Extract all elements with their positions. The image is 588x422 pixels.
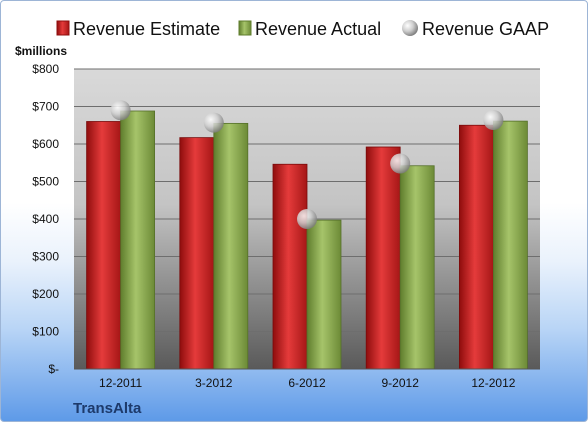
x-tick-label: 6-2012 (288, 376, 326, 390)
x-tick-label: 12-2011 (99, 376, 142, 390)
x-axis: 12-2011 3-2012 6-2012 9-2012 12-2012 (99, 376, 516, 390)
estimate-bar (365, 146, 401, 370)
actual-bar (213, 122, 249, 370)
gaap-marker (203, 112, 224, 133)
y-tick-label: $100 (32, 325, 59, 339)
legend-swatch-estimate (56, 20, 70, 36)
estimate-bar (272, 163, 308, 370)
legend-swatch-actual (238, 20, 252, 36)
actual-bar (492, 120, 528, 370)
y-tick-label: $- (48, 362, 59, 376)
gaap-marker (390, 153, 411, 174)
gaap-marker (110, 100, 131, 121)
estimate-bar (86, 121, 121, 370)
bars (86, 110, 528, 370)
legend-label-estimate: Revenue Estimate (73, 19, 220, 39)
estimate-bar (458, 124, 494, 370)
legend-swatch-gaap (402, 20, 418, 36)
gaap-markers (110, 100, 504, 229)
company-name: TransAlta (73, 400, 142, 417)
y-tick-label: $800 (32, 62, 59, 76)
y-tick-label: $200 (32, 287, 59, 301)
gaap-marker (297, 209, 317, 229)
gaap-marker (483, 110, 504, 130)
x-tick-label: 12-2012 (471, 376, 515, 390)
actual-bar (120, 110, 155, 370)
unit-label: $millions (15, 44, 67, 58)
actual-bar (306, 219, 342, 370)
y-tick-label: $600 (32, 137, 59, 151)
legend-label-actual: Revenue Actual (255, 19, 381, 39)
y-tick-label: $300 (32, 250, 59, 264)
y-tick-label: $400 (32, 212, 59, 226)
y-tick-label: $700 (32, 100, 59, 114)
y-axis: $- $100 $200 $300 $400 $500 $600 $700 $800 (32, 62, 59, 376)
legend-label-gaap: Revenue GAAP (422, 19, 549, 39)
legend: Revenue Estimate Revenue Actual Revenue … (56, 19, 549, 39)
x-tick-label: 3-2012 (195, 376, 233, 390)
actual-bar (399, 165, 435, 370)
x-tick-label: 9-2012 (382, 376, 420, 390)
y-tick-label: $500 (32, 175, 59, 189)
estimate-bar (179, 137, 215, 370)
